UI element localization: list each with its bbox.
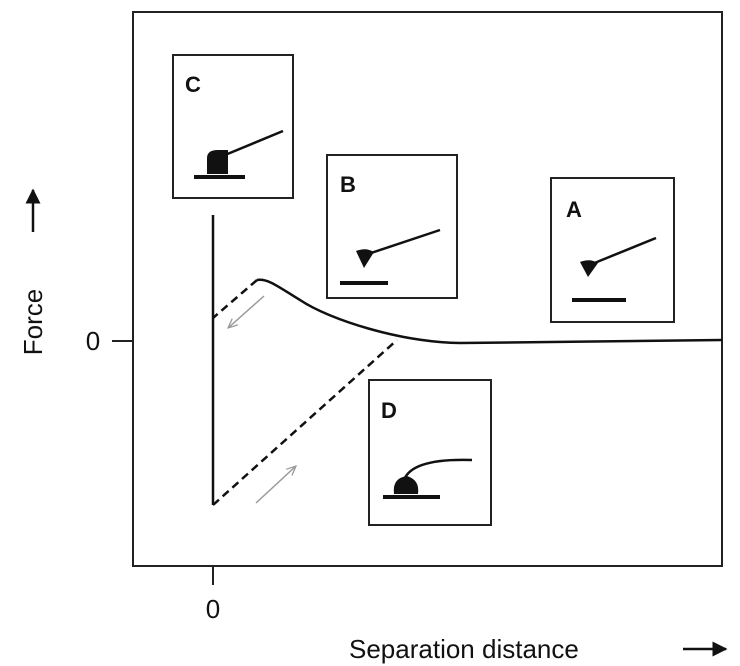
x-zero-label: 0 <box>206 594 220 624</box>
panel-label: B <box>340 172 356 197</box>
panel-a: A <box>550 177 675 323</box>
panel-c: C <box>172 54 294 199</box>
approach-curve <box>256 278 723 345</box>
jump-in <box>212 279 258 319</box>
plot-frame <box>132 11 723 567</box>
panel-label: D <box>381 398 397 423</box>
pull-off <box>212 339 398 506</box>
retract-arrow <box>255 466 296 504</box>
panel-label: A <box>566 197 582 222</box>
approach-arrow <box>228 295 265 328</box>
y-axis-label: Force <box>18 289 48 355</box>
panel-label: C <box>185 72 201 97</box>
x-axis-label: Separation distance <box>349 634 579 664</box>
panel-b: B <box>326 154 458 299</box>
y-zero-label: 0 <box>86 326 100 356</box>
panel-d: D <box>368 379 492 526</box>
